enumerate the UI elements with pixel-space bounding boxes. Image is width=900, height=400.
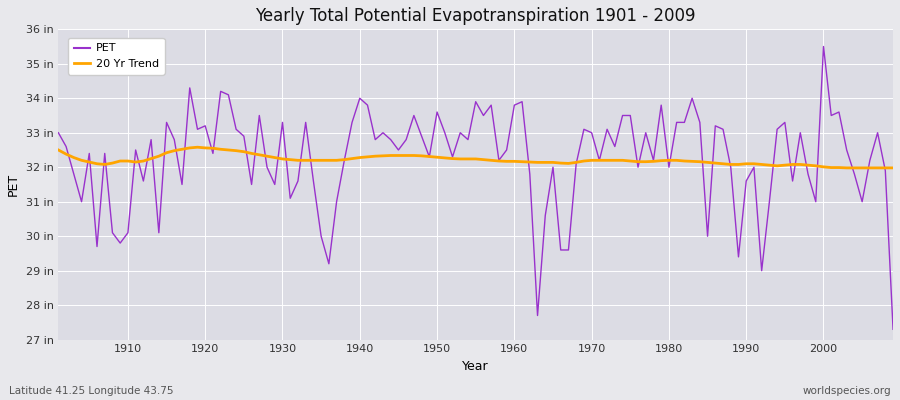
Title: Yearly Total Potential Evapotranspiration 1901 - 2009: Yearly Total Potential Evapotranspiratio… — [256, 7, 696, 25]
X-axis label: Year: Year — [463, 360, 489, 373]
Legend: PET, 20 Yr Trend: PET, 20 Yr Trend — [68, 38, 165, 75]
Text: worldspecies.org: worldspecies.org — [803, 386, 891, 396]
Y-axis label: PET: PET — [7, 173, 20, 196]
Text: Latitude 41.25 Longitude 43.75: Latitude 41.25 Longitude 43.75 — [9, 386, 174, 396]
